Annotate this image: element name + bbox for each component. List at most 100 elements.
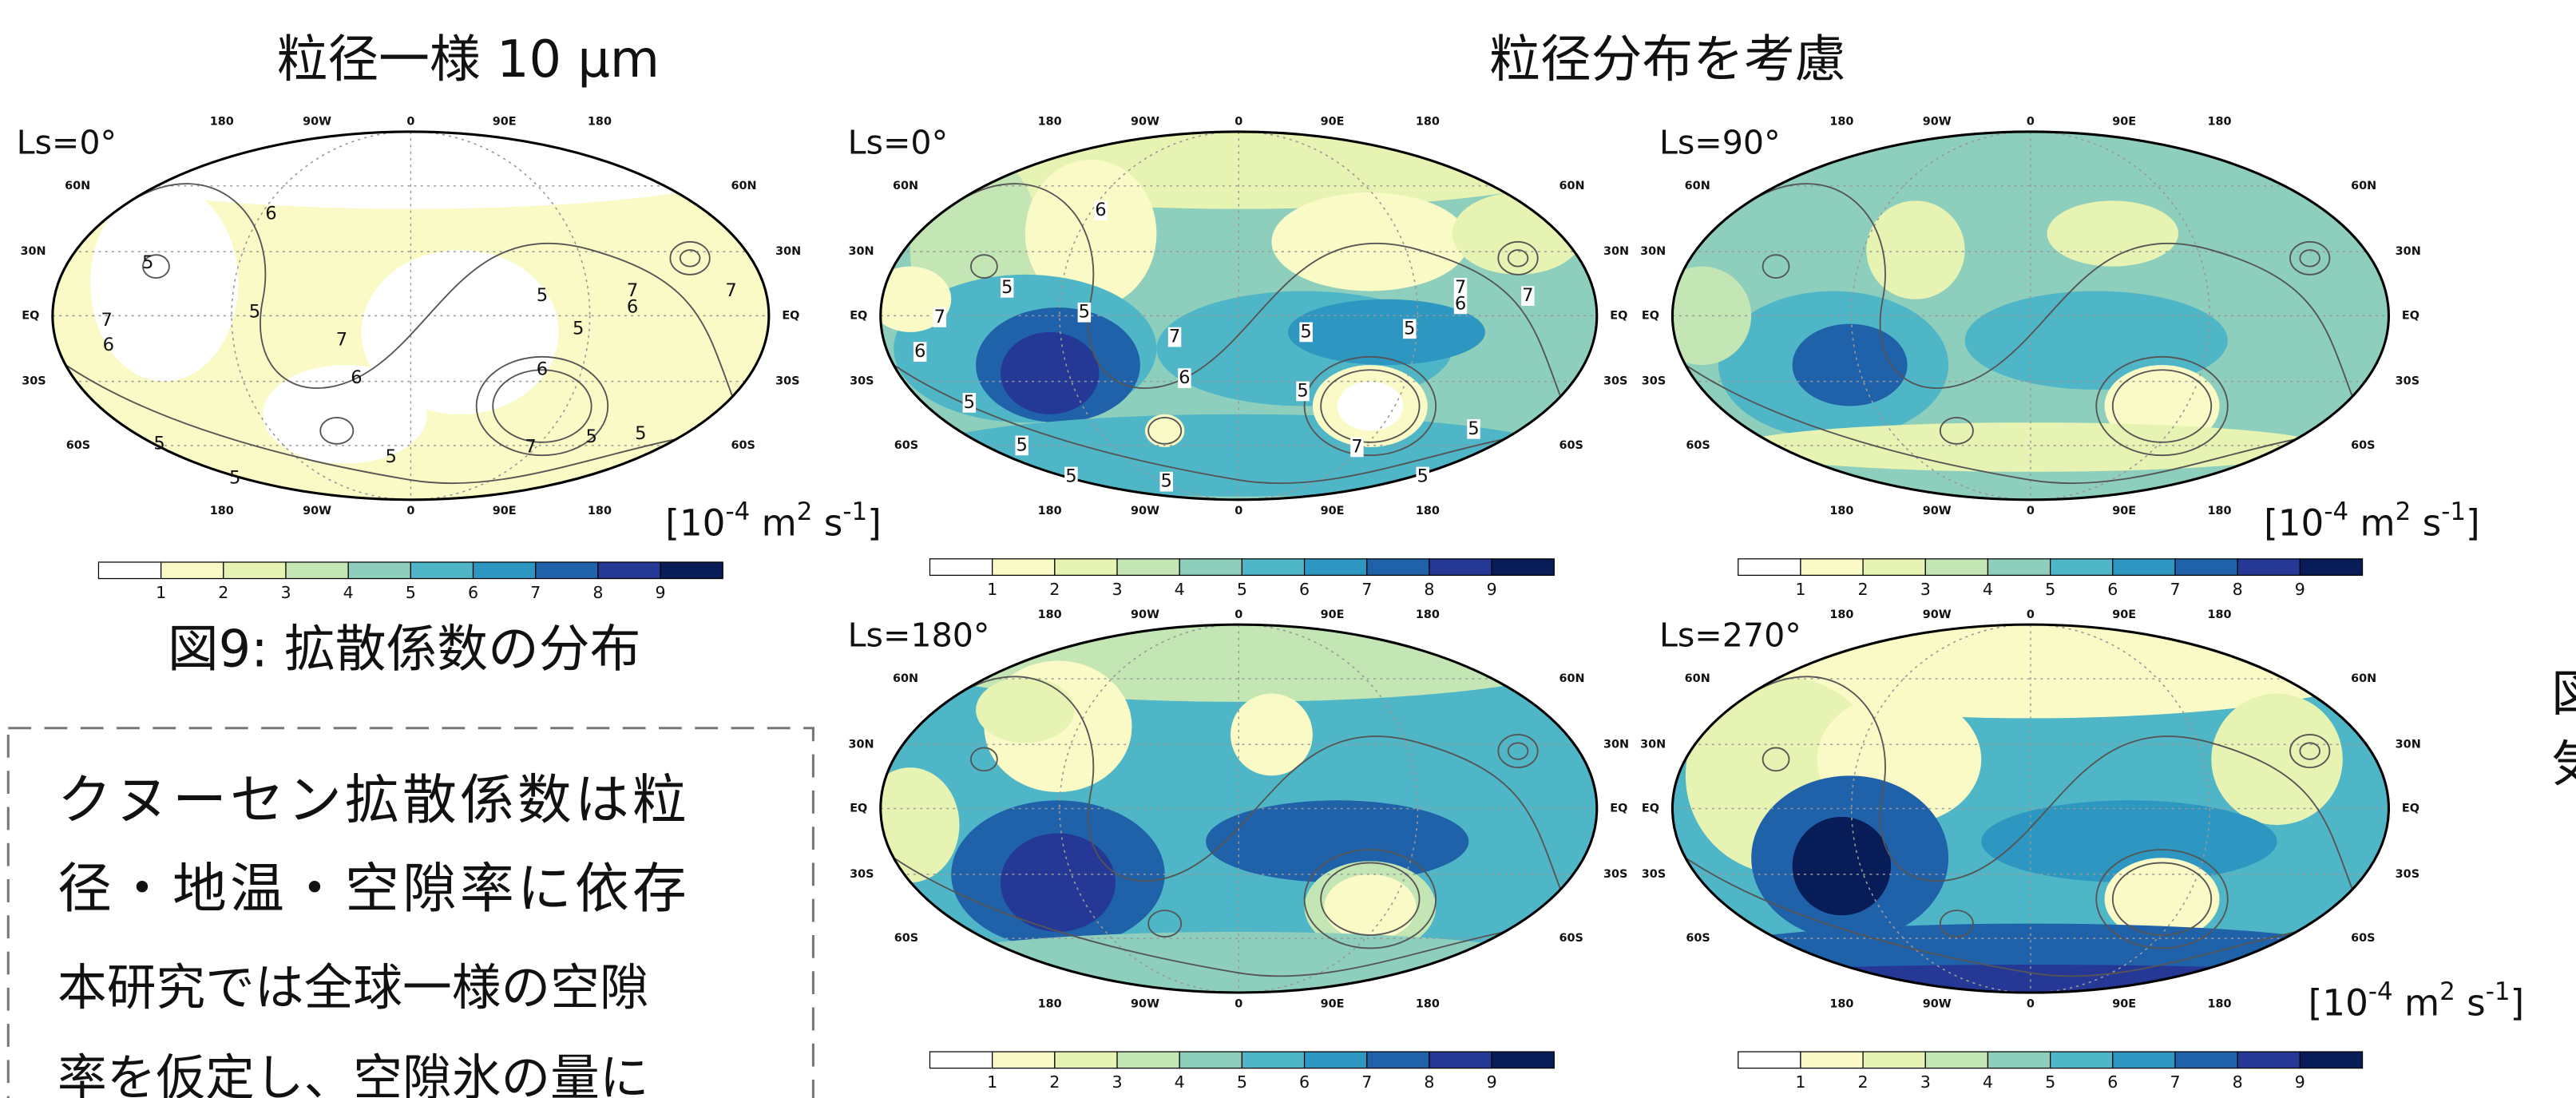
contour-label: 6: [351, 367, 362, 388]
lat-label: EQ: [1642, 309, 1659, 322]
note-line: 本研究では全球一様の空隙: [57, 959, 649, 1017]
colorbar-cell: [2300, 559, 2362, 576]
unit-part: -4: [2324, 497, 2348, 526]
colorbar-cell: [161, 562, 224, 579]
colorbar-label: 8: [1424, 1072, 1434, 1092]
lon-label: 180: [210, 505, 234, 517]
unit-label: [10-4 m2 s-1]: [665, 497, 882, 545]
contour-label: 5: [635, 423, 646, 444]
unit-part: -1: [842, 497, 867, 526]
colorbar-label: 7: [1361, 1072, 1372, 1092]
colorbar-label: 1: [156, 583, 166, 602]
lat-label: 30N: [848, 245, 874, 258]
map: 18018090W90W0090E90E18018060N60N30N30NEQ…: [1640, 603, 2524, 1092]
unit-part: m: [750, 502, 796, 545]
lon-label: 0: [1234, 116, 1242, 129]
note-line: 径・地温・空隙率に依存: [57, 858, 690, 921]
colorbar-label: 6: [2107, 1072, 2118, 1092]
contour-label: 5: [385, 446, 396, 467]
colorbar-cell: [474, 562, 536, 579]
lon-label: 90W: [1923, 608, 1952, 621]
lon-label: 180: [1416, 608, 1440, 621]
colorbar-cell: [2051, 1052, 2113, 1068]
colorbar-cell: [993, 559, 1055, 576]
colorbar-cell: [1242, 1052, 1304, 1068]
map-region: [1324, 874, 1416, 940]
lon-label: 90W: [1131, 997, 1159, 1010]
lat-label: 60S: [1686, 932, 1710, 945]
lon-label: 180: [1416, 997, 1440, 1010]
colorbar-cell: [2113, 559, 2175, 576]
lon-label: 90W: [303, 505, 331, 517]
colorbar-label: 2: [1049, 580, 1060, 599]
lon-label: 90E: [1321, 608, 1345, 621]
contour-label: 6: [537, 359, 548, 380]
lat-label: 60S: [1686, 439, 1710, 452]
contour-label: 5: [964, 392, 975, 413]
unit-part: s: [2411, 502, 2441, 545]
unit-label: [10-4 m2 s-1]: [2264, 497, 2480, 545]
colorbar-cell: [1429, 559, 1492, 576]
lat-label: 30S: [1642, 868, 1666, 881]
lon-label: 90E: [493, 505, 517, 517]
lat-label: 60S: [731, 439, 755, 452]
lon-label: 90W: [303, 116, 331, 129]
colorbar-label: 8: [592, 583, 603, 602]
map-region: [1866, 200, 1964, 299]
map-region: [1653, 267, 1751, 365]
unit-part: ]: [867, 502, 882, 545]
colorbar-label: 6: [1299, 1072, 1310, 1092]
colorbar-label: 6: [2107, 580, 2118, 599]
lat-label: 60S: [894, 932, 918, 945]
lat-label: 60N: [1559, 672, 1584, 685]
map-region: [2211, 694, 2343, 826]
page: {"titles": {"uniform": "粒径一様 10 μm", "di…: [0, 0, 2576, 1098]
lat-label: EQ: [1610, 309, 1627, 322]
unit-part: [10: [2308, 981, 2368, 1024]
lat-label: 30S: [850, 375, 874, 388]
lat-label: 60S: [894, 439, 918, 452]
colorbar-cell: [224, 562, 286, 579]
contour-label: 6: [1095, 200, 1106, 220]
lon-label: 180: [2208, 116, 2232, 129]
title-uniform: 粒径一様 10 μm: [277, 30, 660, 89]
lon-label: 180: [1038, 116, 1062, 129]
colorbar-cell: [1863, 1052, 1925, 1068]
lat-label: 30N: [21, 245, 46, 258]
colorbar-label: 2: [218, 583, 228, 602]
lon-label: 180: [210, 116, 234, 129]
contour-label: 7: [1522, 285, 1533, 306]
contour-label: 5: [1161, 471, 1172, 492]
unit-part: [10: [665, 502, 725, 545]
lat-label: EQ: [782, 309, 799, 322]
colorbar-label: 9: [2295, 1072, 2305, 1092]
colorbar-label: 3: [1920, 580, 1931, 599]
colorbar-cell: [1429, 1052, 1492, 1068]
colorbar-cell: [2237, 1052, 2300, 1068]
colorbar-label: 2: [1858, 580, 1869, 599]
contour-label: 6: [1455, 293, 1466, 314]
lat-label: 30N: [775, 245, 801, 258]
lon-label: 0: [2027, 505, 2035, 517]
colorbar-label: 4: [343, 583, 354, 602]
lat-label: 60N: [893, 672, 918, 685]
lat-label: 30S: [2396, 868, 2419, 881]
colorbar-cell: [1801, 1052, 1863, 1068]
colorbar-cell: [598, 562, 660, 579]
contour-label: 5: [229, 468, 240, 489]
lat-label: EQ: [22, 309, 39, 322]
unit-part: m: [2348, 502, 2395, 545]
lon-label: 0: [2027, 608, 2035, 621]
colorbar-cell: [1305, 559, 1367, 576]
colorbar-label: 1: [1795, 580, 1805, 599]
lat-label: 60S: [66, 439, 90, 452]
unit-part: 2: [2396, 497, 2412, 526]
colorbar-cell: [1492, 559, 1554, 576]
map-region: [1001, 833, 1116, 931]
contour-label: 5: [585, 426, 596, 447]
cut-text: 気: [2551, 735, 2576, 793]
contour-label: 6: [914, 341, 925, 362]
lat-label: 30S: [1603, 868, 1627, 881]
lon-label: 90W: [1131, 505, 1159, 517]
